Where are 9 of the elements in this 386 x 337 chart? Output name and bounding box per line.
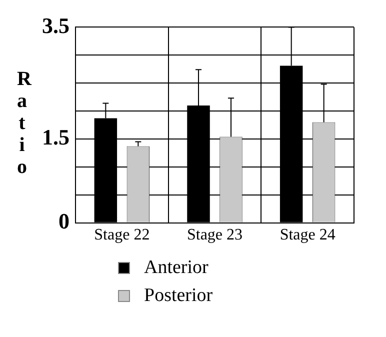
y-tick-label: 3.5 [42, 12, 70, 38]
y-axis-title: Ratio [17, 68, 32, 178]
y-tick-label: 1.5 [42, 124, 70, 150]
x-tick-label: Stage 23 [186, 226, 243, 244]
x-tick-label: Stage 22 [94, 226, 150, 244]
y-tick-label: 0 [58, 208, 70, 234]
legend-label: Anterior [144, 256, 208, 280]
legend-label: Posterior [144, 284, 213, 308]
x-tick-label: Stage 24 [280, 226, 336, 244]
